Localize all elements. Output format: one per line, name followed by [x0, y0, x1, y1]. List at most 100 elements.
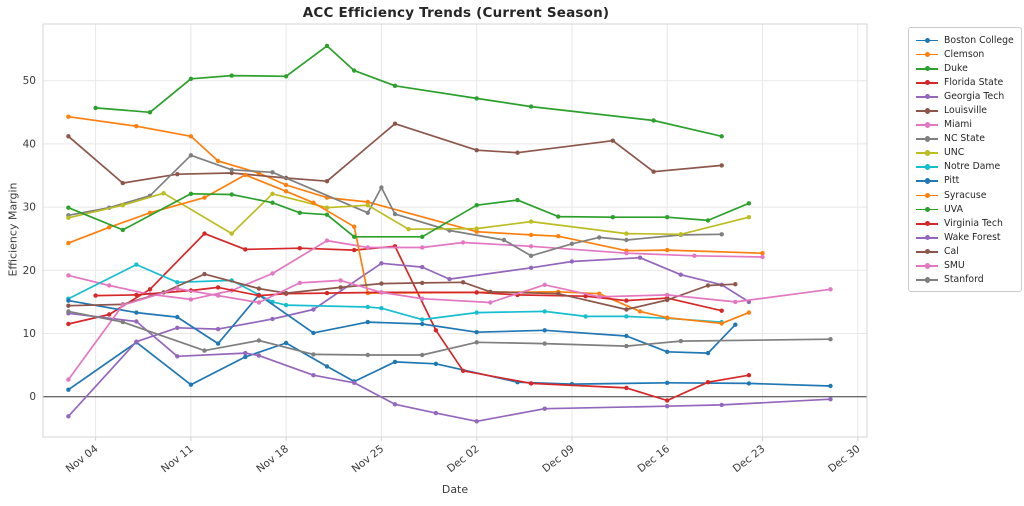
data-point	[828, 337, 833, 342]
data-point	[107, 312, 112, 317]
series-line-clemson	[67, 115, 764, 255]
data-point	[542, 282, 547, 287]
data-point	[352, 224, 357, 229]
series-line-virginia-tech	[94, 286, 723, 312]
legend-label: Virginia Tech	[944, 217, 1003, 229]
data-point	[324, 212, 330, 217]
data-point	[474, 330, 479, 335]
data-point	[243, 354, 248, 360]
legend-line-sample	[916, 63, 938, 73]
data-point	[542, 328, 547, 333]
data-point	[229, 231, 234, 236]
legend-item-louisville: Louisville	[916, 103, 1015, 117]
data-point	[624, 298, 629, 303]
legend-item-unc: UNC	[916, 146, 1015, 160]
y-tick-label: 0	[29, 391, 36, 403]
legend-item-nc-state: NC State	[916, 132, 1015, 146]
data-point	[134, 292, 139, 298]
data-point	[719, 402, 724, 408]
data-point	[488, 289, 493, 294]
data-point	[420, 245, 425, 250]
series-line-pitt	[67, 294, 737, 354]
data-point	[324, 205, 330, 210]
data-point	[624, 343, 629, 349]
legend-item-boston-college: Boston College	[916, 33, 1015, 47]
data-point	[175, 354, 180, 359]
legend-line-sample	[916, 232, 938, 242]
data-point	[488, 300, 493, 305]
data-point	[746, 201, 752, 206]
legend-item-syracuse: Syracuse	[916, 188, 1015, 202]
legend-label: UNC	[944, 147, 965, 159]
data-point	[542, 309, 547, 314]
legend-line-sample	[916, 35, 938, 45]
legend-line-sample	[916, 91, 938, 101]
x-tick-label: Nov 11	[159, 443, 196, 475]
data-point	[447, 276, 452, 282]
data-point	[379, 185, 384, 190]
legend-item-clemson: Clemson	[916, 47, 1015, 61]
data-point	[256, 286, 262, 291]
data-point	[542, 341, 547, 346]
legend-label: Florida State	[944, 76, 1004, 88]
x-tick-label: Dec 23	[731, 443, 768, 475]
data-point	[297, 280, 302, 286]
legend-line-sample	[916, 275, 938, 285]
legend-label: NC State	[944, 133, 986, 145]
legend: Boston College Clemson Duke Florida State Ge…	[908, 27, 1022, 292]
data-point	[474, 419, 479, 424]
data-point	[624, 231, 629, 236]
data-point	[678, 272, 683, 277]
legend-line-sample	[916, 261, 938, 271]
data-point	[283, 182, 289, 188]
series-line-uva	[67, 192, 750, 238]
data-point	[134, 262, 139, 267]
data-point	[624, 333, 629, 339]
data-point	[665, 380, 670, 385]
data-point	[66, 321, 71, 327]
data-point	[392, 121, 398, 126]
legend-label: Syracuse	[944, 189, 987, 201]
x-tick-label: Dec 09	[540, 443, 577, 475]
data-point	[665, 398, 670, 403]
data-point	[134, 124, 139, 129]
data-point	[365, 245, 370, 250]
data-point	[365, 319, 370, 325]
data-point	[66, 303, 71, 308]
data-point	[202, 195, 207, 200]
data-point	[175, 286, 180, 291]
data-point	[392, 83, 398, 89]
data-point	[379, 261, 384, 266]
series-line-boston-college	[67, 341, 832, 391]
data-point	[569, 259, 575, 264]
data-point	[243, 350, 248, 356]
data-point	[528, 244, 534, 249]
legend-item-pitt: Pitt	[916, 174, 1015, 188]
data-point	[311, 307, 316, 312]
data-point	[665, 247, 670, 253]
legend-line-sample	[916, 218, 938, 228]
data-point	[420, 264, 425, 270]
data-point	[528, 253, 534, 258]
data-point	[66, 273, 71, 278]
data-point	[229, 192, 234, 197]
x-tick-label: Nov 18	[254, 443, 291, 475]
data-point	[420, 280, 425, 286]
data-point	[379, 290, 384, 295]
series-line-duke	[94, 45, 723, 138]
data-point	[665, 315, 670, 320]
data-point	[283, 340, 289, 346]
legend-item-cal: Cal	[916, 244, 1015, 258]
data-point	[311, 352, 316, 357]
legend-label: UVA	[944, 203, 963, 215]
series-line-syracuse	[67, 174, 750, 325]
data-point	[188, 134, 194, 139]
data-point	[147, 210, 153, 215]
y-tick-label: 30	[23, 202, 36, 214]
data-point	[528, 381, 534, 386]
data-point	[120, 302, 126, 308]
data-point	[460, 280, 466, 285]
data-point	[256, 300, 262, 305]
data-point	[665, 349, 670, 354]
data-point	[637, 255, 643, 260]
